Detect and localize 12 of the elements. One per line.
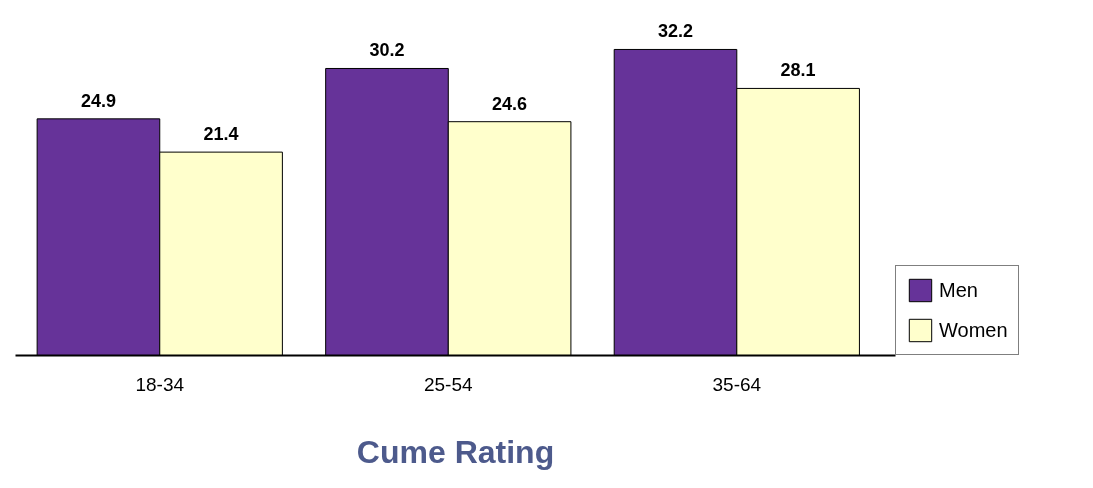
data-label: 24.6 bbox=[492, 93, 528, 114]
data-label: 32.2 bbox=[657, 21, 694, 42]
data-label: 30.2 bbox=[369, 40, 405, 61]
legend-label: Men bbox=[939, 278, 978, 302]
x-axis-title: Cume Rating bbox=[356, 433, 555, 470]
x-tick-label: 25-54 bbox=[423, 373, 474, 395]
data-label: 28.1 bbox=[780, 60, 816, 81]
legend-label: Women bbox=[939, 318, 1008, 342]
x-tick-label: 35-64 bbox=[712, 373, 762, 395]
data-label: 24.9 bbox=[80, 90, 116, 111]
x-tick-label: 18-34 bbox=[135, 373, 185, 395]
data-label: 21.4 bbox=[203, 124, 239, 145]
